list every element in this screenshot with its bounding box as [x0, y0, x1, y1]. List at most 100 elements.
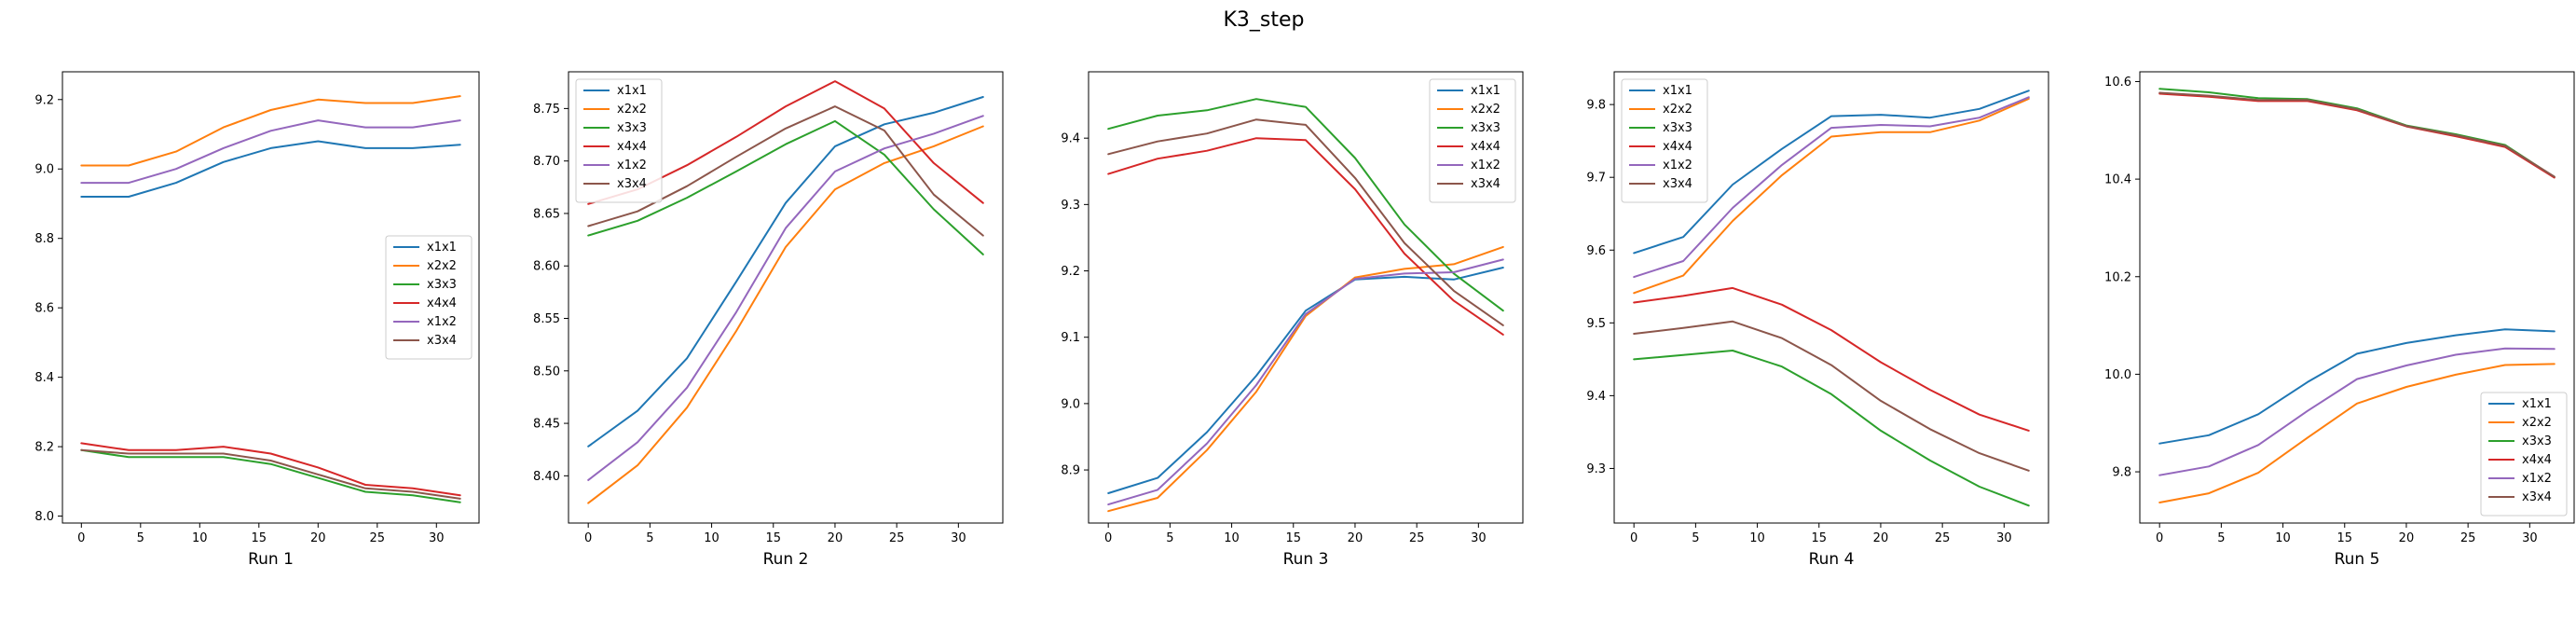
- series-line-x3x4: [80, 448, 461, 500]
- legend-label-x4x4: x4x4: [1663, 140, 1692, 154]
- x-axis: 0 5 10 15 20 25 30: [1630, 523, 2012, 545]
- x-tick-label: 25: [889, 531, 905, 545]
- legend-label-x3x4: x3x4: [1471, 177, 1500, 191]
- x-tick-label: 5: [1166, 531, 1173, 545]
- y-axis: 8.40 8.45 8.50 8.55 8.60 8.65 8.70 8.75: [533, 103, 569, 484]
- y-axis: 9.8 10.0 10.2 10.4 10.6: [2104, 76, 2140, 480]
- series-lines: [587, 80, 984, 504]
- series-line-x3x3: [1633, 350, 2030, 507]
- y-tick-label: 9.3: [1586, 462, 1606, 476]
- legend: x1x1 x2x2 x3x3 x4x4 x1x2 x3x4: [575, 78, 663, 203]
- legend: x1x1 x2x2 x3x3 x4x4 x1x2 x3x4: [385, 235, 473, 360]
- y-tick-label: 9.3: [1061, 199, 1080, 213]
- legend-label-x1x2: x1x2: [617, 158, 647, 172]
- series-line-x1x1: [587, 96, 984, 448]
- y-tick-label: 9.8: [1586, 99, 1606, 113]
- y-tick-label: 8.40: [533, 470, 560, 484]
- legend-label-x1x2: x1x2: [1663, 158, 1692, 172]
- x-tick-label: 15: [1811, 531, 1827, 545]
- x-tick-label: 20: [1348, 531, 1363, 545]
- y-tick-label: 9.4: [1061, 132, 1080, 146]
- plot-frame: [2139, 71, 2575, 524]
- y-tick-label: 10.4: [2104, 173, 2131, 187]
- y-tick-label: 9.0: [34, 163, 54, 177]
- legend-label-x2x2: x2x2: [617, 103, 647, 117]
- y-tick-label: 9.8: [2112, 466, 2131, 480]
- y-axis: 8.0 8.2 8.4 8.6 8.8 9.0 9.2: [34, 93, 62, 524]
- legend: x1x1 x2x2 x3x3 x4x4 x1x2 x3x4: [1429, 78, 1516, 203]
- y-tick-label: 9.2: [34, 93, 54, 107]
- plot-frame: [568, 71, 1004, 524]
- y-tick-label: 8.0: [34, 510, 54, 524]
- y-tick-label: 9.7: [1586, 172, 1606, 186]
- x-tick-label: 10: [1224, 531, 1240, 545]
- x-tick-label: 30: [1471, 531, 1487, 545]
- x-tick-label: 15: [2336, 531, 2352, 545]
- x-tick-label: 0: [1104, 531, 1112, 545]
- x-tick-label: 15: [1285, 531, 1301, 545]
- panels: 0 5 10 15 20 25 30 8.0 8.2 8.4 8.6 8.8 9.0 9.2 Run 1 x1…: [34, 71, 2575, 569]
- legend-label-x1x1: x1x1: [1471, 84, 1500, 98]
- x-axis: 0 5 10 15 20 25 30: [2156, 523, 2538, 545]
- x-tick-label: 15: [765, 531, 781, 545]
- series-line-x1x2: [1107, 258, 1504, 506]
- y-tick-label: 8.55: [533, 312, 560, 326]
- series-line-x3x3: [80, 448, 461, 503]
- series-line-x3x4: [587, 105, 984, 237]
- y-tick-label: 8.4: [34, 371, 54, 385]
- legend-label-x3x4: x3x4: [2522, 490, 2552, 504]
- x-tick-label: 15: [252, 531, 267, 545]
- series-line-x2x2: [2158, 363, 2555, 503]
- plot-frame: [1088, 71, 1524, 524]
- y-tick-label: 10.2: [2104, 270, 2131, 284]
- series-line-x3x3: [587, 119, 984, 255]
- y-tick-label: 9.6: [1586, 244, 1606, 258]
- y-tick-label: 8.65: [533, 207, 560, 221]
- series-line-x1x1: [1633, 90, 2030, 255]
- x-tick-label: 5: [2217, 531, 2225, 545]
- legend-label-x2x2: x2x2: [2522, 416, 2552, 430]
- x-tick-label: 10: [2275, 531, 2291, 545]
- x-tick-label: 0: [77, 531, 85, 545]
- legend: x1x1 x2x2 x3x3 x4x4 x1x2 x3x4: [2480, 392, 2568, 517]
- x-tick-label: 30: [951, 531, 966, 545]
- series-lines: [2158, 88, 2555, 503]
- y-tick-label: 8.50: [533, 365, 560, 379]
- x-tick-label: 30: [1996, 531, 2012, 545]
- series-line-x3x4: [1107, 118, 1504, 326]
- x-tick-label: 30: [2522, 531, 2538, 545]
- panel-2: 0 5 10 15 20 25 30 8.40 8.45 8.50 8.55 8.60 8.65 8.70…: [533, 71, 1004, 569]
- y-tick-label: 9.4: [1586, 390, 1606, 404]
- plot-frame: [62, 71, 480, 524]
- x-tick-label: 5: [646, 531, 653, 545]
- y-tick-label: 10.6: [2104, 76, 2131, 90]
- y-tick-label: 10.0: [2104, 368, 2131, 382]
- x-axis-label: Run 1: [248, 550, 294, 569]
- series-line-x3x4: [2158, 91, 2555, 178]
- x-tick-label: 10: [1749, 531, 1765, 545]
- legend-label-x4x4: x4x4: [1471, 140, 1500, 154]
- x-tick-label: 20: [2399, 531, 2415, 545]
- y-tick-label: 8.2: [34, 441, 54, 455]
- x-tick-label: 0: [584, 531, 592, 545]
- legend-label-x2x2: x2x2: [1471, 103, 1500, 117]
- series-line-x2x2: [1107, 245, 1504, 513]
- series-line-x1x2: [587, 115, 984, 481]
- x-axis-label: Run 5: [2335, 550, 2380, 569]
- series-lines: [1107, 98, 1504, 513]
- legend-label-x2x2: x2x2: [1663, 103, 1692, 117]
- series-line-x1x1: [2158, 328, 2555, 445]
- series-line-x2x2: [587, 125, 984, 504]
- legend: x1x1 x2x2 x3x3 x4x4 x1x2 x3x4: [1621, 78, 1708, 203]
- y-tick-label: 8.9: [1061, 464, 1080, 478]
- y-tick-label: 9.2: [1061, 265, 1080, 279]
- series-line-x1x2: [1633, 96, 2030, 279]
- legend-label-x4x4: x4x4: [2522, 453, 2552, 467]
- x-tick-label: 20: [1873, 531, 1889, 545]
- x-axis: 0 5 10 15 20 25 30: [584, 523, 966, 545]
- legend-label-x3x4: x3x4: [427, 334, 457, 348]
- x-axis: 0 5 10 15 20 25 30: [1104, 523, 1487, 545]
- y-tick-label: 8.70: [533, 155, 560, 169]
